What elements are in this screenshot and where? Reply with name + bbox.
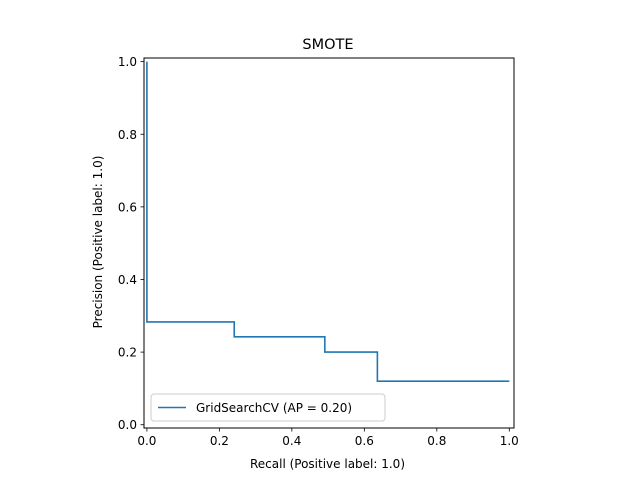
y-tick-label: 0.0 <box>118 418 137 432</box>
legend-box <box>150 393 386 422</box>
x-tick-label: 0.8 <box>427 434 446 448</box>
y-axis-ticks: 0.0 0.2 0.4 0.6 0.8 1.0 <box>118 55 144 432</box>
y-tick-label: 0.8 <box>118 128 137 142</box>
x-tick-label: 0.2 <box>210 434 229 448</box>
axes-frame <box>143 57 515 429</box>
legend-entry-label: GridSearchCV (AP = 0.20) <box>196 401 352 415</box>
pr-curve-line <box>146 61 510 382</box>
legend: GridSearchCV (AP = 0.20) <box>150 393 386 422</box>
x-tick-label: 0.4 <box>282 434 301 448</box>
x-tick-label: 1.0 <box>500 434 519 448</box>
y-axis-label: Precision (Positive label: 1.0) <box>91 156 105 329</box>
y-tick-label: 0.2 <box>118 346 137 360</box>
x-axis-ticks: 0.0 0.2 0.4 0.6 0.8 1.0 <box>137 428 519 448</box>
x-tick-label: 0.6 <box>355 434 374 448</box>
y-tick-label: 0.4 <box>118 273 137 287</box>
x-tick-label: 0.0 <box>137 434 156 448</box>
x-axis-label: Recall (Positive label: 1.0) <box>250 457 405 471</box>
chart-title: SMOTE <box>302 37 353 53</box>
plot-area <box>143 57 515 429</box>
y-tick-label: 0.6 <box>118 200 137 214</box>
series-layer <box>146 61 510 382</box>
y-tick-label: 1.0 <box>118 55 137 69</box>
